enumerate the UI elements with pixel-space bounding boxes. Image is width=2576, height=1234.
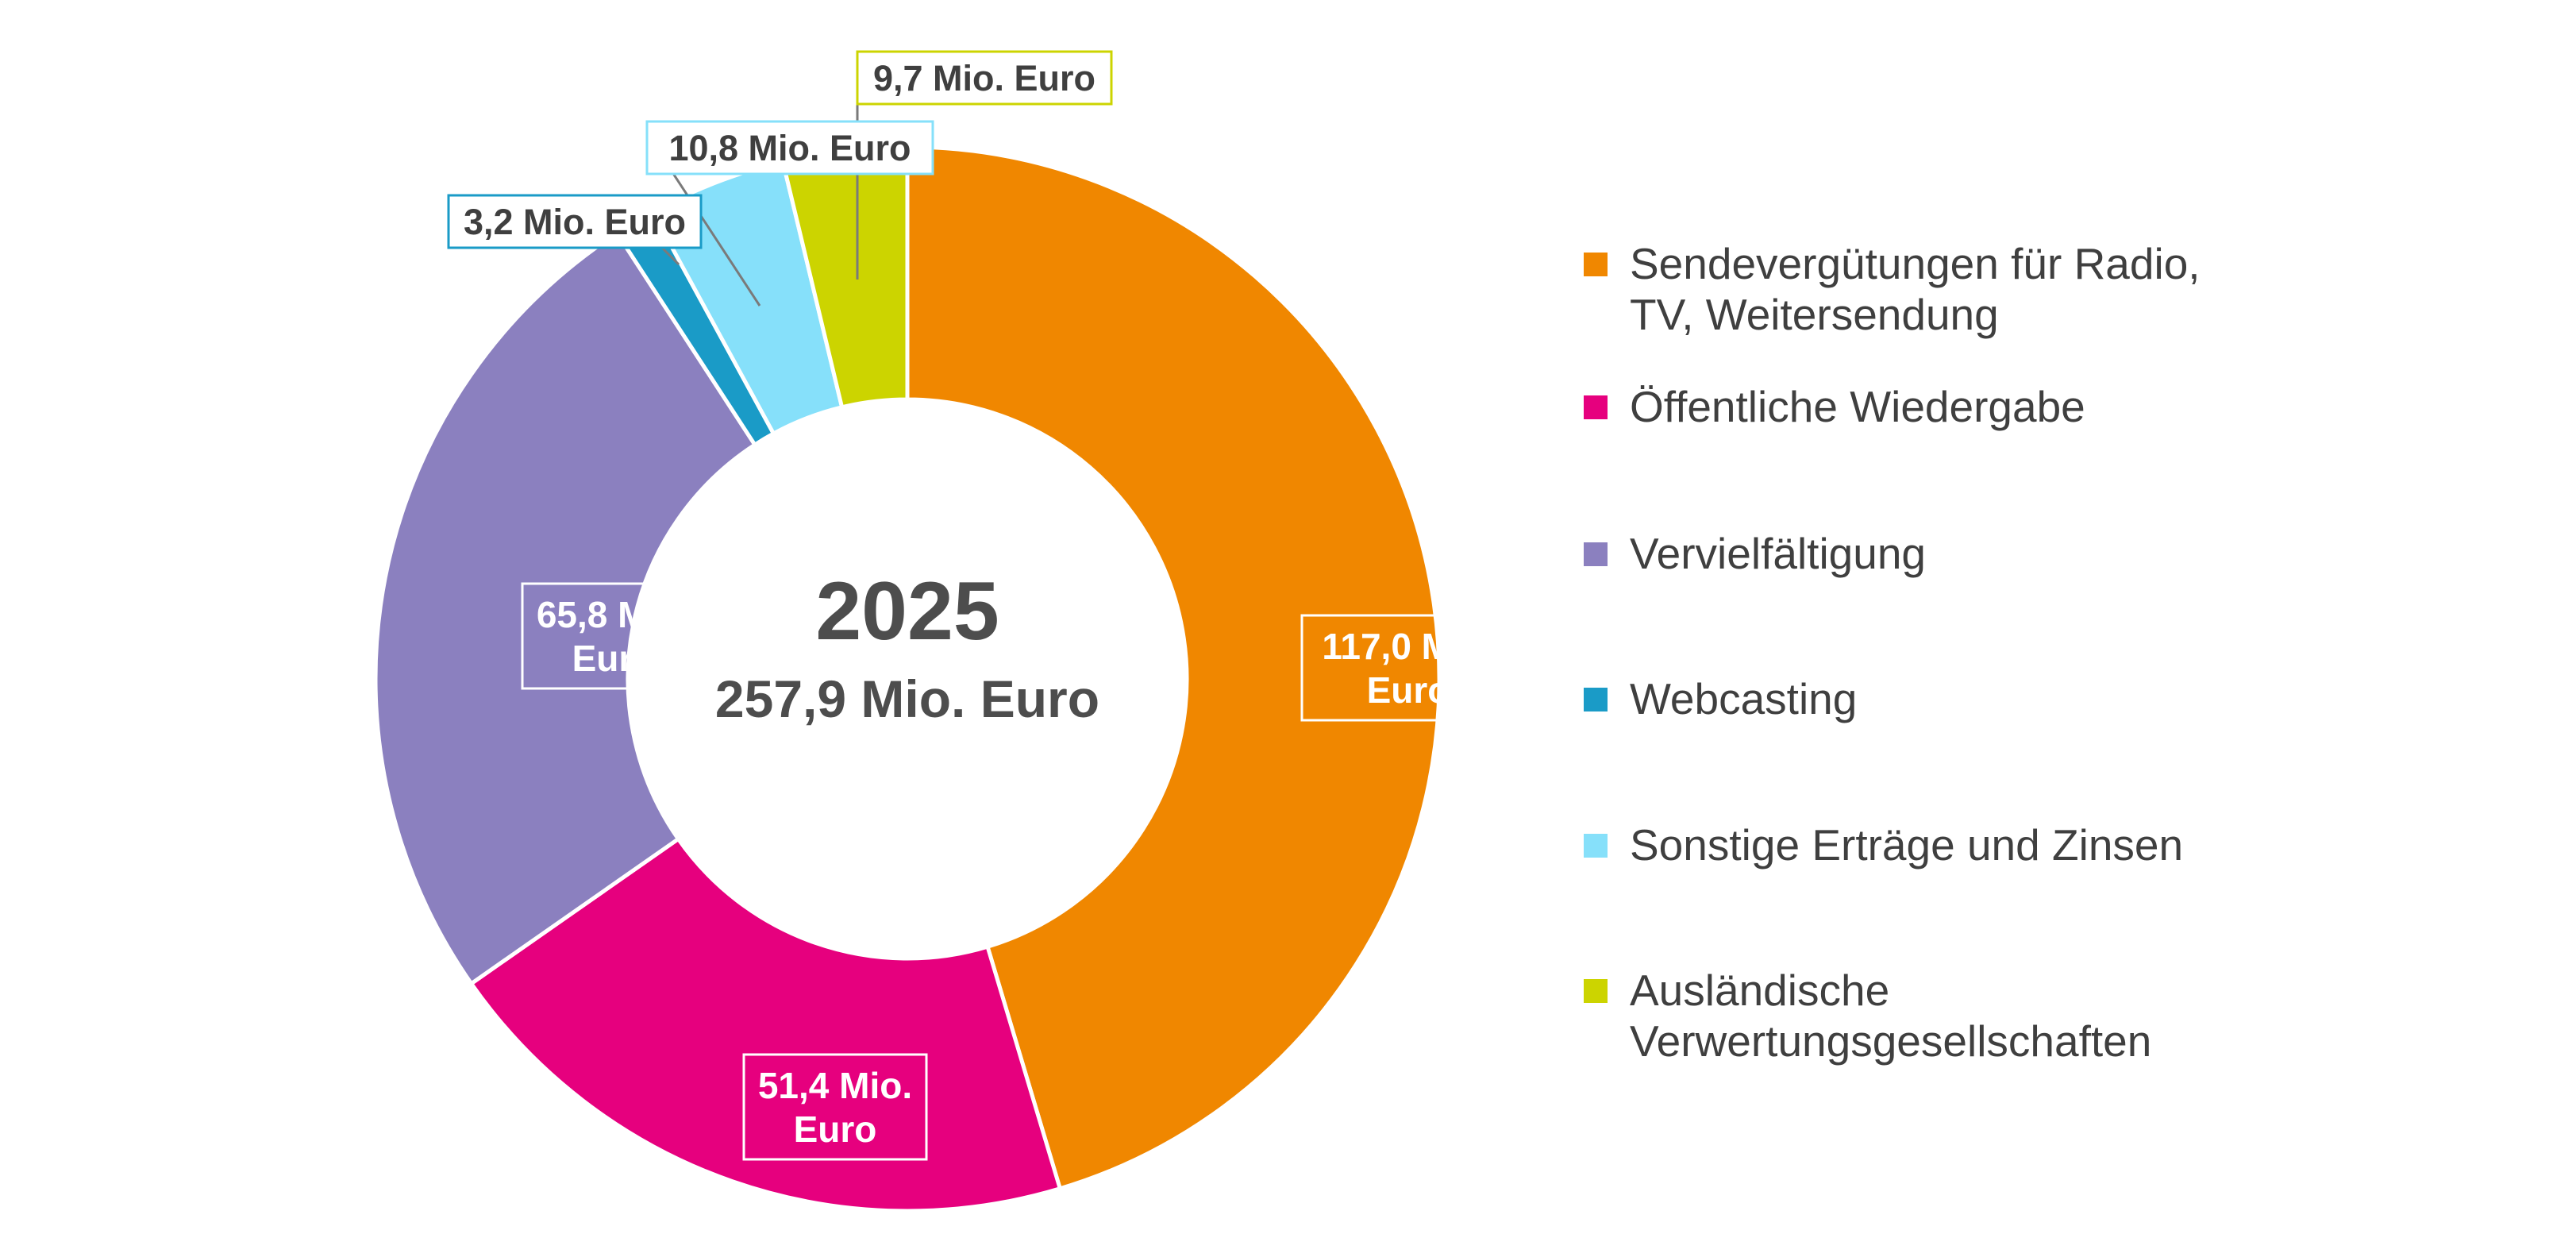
slice-label-box-2 [521,582,707,690]
slice-label-text-2: 65,8 Mio. Euro [537,594,691,679]
legend-swatch [1584,979,1608,1003]
slice-label-2: 65,8 Mio. Euro [521,582,707,690]
legend-label: Öffentliche Wiedergabe [1630,382,2085,431]
donut-slices [373,145,1442,1213]
slice-label-1: 51,4 Mio. Euro [742,1053,928,1161]
center-title: 2025 [815,565,999,657]
slice-label-box-5 [856,50,1113,106]
slice-label-text-3: 3,2 Mio. Euro [464,202,686,242]
slice-label-text-4: 10,8 Mio. Euro [668,128,911,168]
leader-line-4 [656,148,761,307]
slice-label-text-1: 51,4 Mio. Euro [758,1065,912,1150]
legend-swatch [1584,395,1608,419]
legend-swatch [1584,542,1608,566]
slice-label-0: 117,0 Mio. Euro [1300,614,1516,722]
slice-label-text-5: 9,7 Mio. Euro [873,58,1095,98]
center-subtitle: 257,9 Mio. Euro [715,669,1099,728]
legend-item-0: Sendevergütungen für Radio, TV, Weiterse… [1584,238,2201,340]
legend-item-1: Öffentliche Wiedergabe [1584,381,2085,432]
slice-label-box-0 [1300,614,1516,722]
legend-swatch [1584,253,1608,276]
donut-slice-1 [468,836,1063,1213]
slice-label-5: 9,7 Mio. Euro [856,50,1113,106]
slice-label-text-0: 117,0 Mio. Euro [1322,626,1494,711]
donut-slice-0 [905,145,1442,1191]
legend-label: Sendevergütungen für Radio, TV, Weiterse… [1630,239,2201,339]
donut-slice-2 [373,230,758,987]
slice-label-box-4 [645,120,934,175]
legend-swatch [1584,834,1608,858]
slice-label-4: 10,8 Mio. Euro [645,120,934,175]
legend-swatch [1584,688,1608,711]
legend-item-4: Sonstige Erträge und Zinsen [1584,819,2183,870]
legend-item-3: Webcasting [1584,673,1857,724]
legend-item-5: Ausländische Verwertungsgesellschaften [1584,965,2151,1066]
slice-label-box-3 [447,194,703,249]
slice-labels: 117,0 Mio. Euro 51,4 Mio. Euro 65,8 Mio. Euro… [447,50,1516,1161]
slice-label-box-1 [742,1053,928,1161]
legend-label: Ausländische Verwertungsgesellschaften [1630,966,2152,1066]
legend-label: Sonstige Erträge und Zinsen [1630,820,2184,870]
legend-label: Webcasting [1630,674,1858,723]
legend-label: Vervielfältigung [1630,529,1927,578]
slice-label-3: 3,2 Mio. Euro [447,194,703,249]
legend-item-2: Vervielfältigung [1584,528,1926,579]
